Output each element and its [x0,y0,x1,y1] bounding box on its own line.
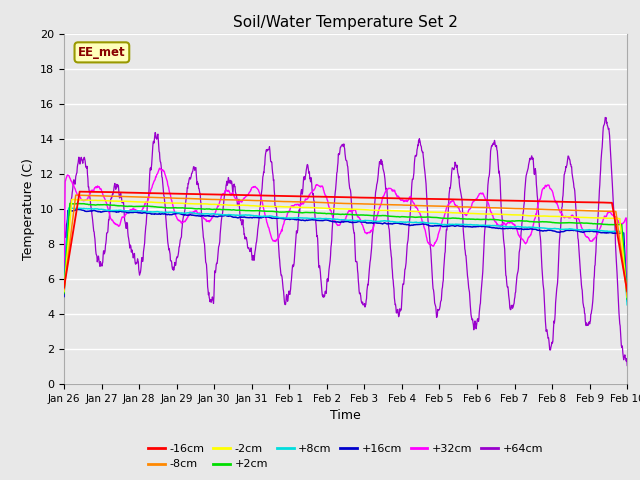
+32cm [60,280,68,286]
+64cm [556,227,564,232]
+16cm [186,212,193,218]
-8cm [557,207,564,213]
-8cm [172,195,180,201]
Line: +32cm: +32cm [64,168,627,283]
+32cm [557,210,564,216]
+32cm [249,184,257,190]
-16cm [507,198,515,204]
+16cm [507,225,515,231]
-2cm [68,197,76,203]
+32cm [156,165,163,171]
+8cm [60,289,68,295]
-8cm [249,198,257,204]
-16cm [60,285,68,290]
+2cm [186,205,193,211]
-16cm [76,189,83,194]
-16cm [433,196,441,202]
+2cm [507,218,515,224]
+64cm [507,307,515,312]
-8cm [72,192,79,198]
+2cm [249,208,257,214]
+32cm [623,271,631,277]
+64cm [433,314,441,320]
+64cm [172,263,179,268]
-2cm [60,288,68,294]
+2cm [66,201,74,206]
+2cm [623,296,631,302]
-8cm [433,203,441,209]
+16cm [249,215,257,220]
+16cm [74,206,81,212]
+8cm [507,224,515,230]
+32cm [172,213,180,219]
-8cm [623,292,631,298]
+8cm [623,302,631,308]
+8cm [186,210,193,216]
+16cm [60,294,68,300]
-16cm [172,191,180,196]
-2cm [186,201,193,206]
Line: +8cm: +8cm [64,208,627,305]
+2cm [60,290,68,296]
-2cm [557,214,564,219]
+2cm [557,220,564,226]
Line: +16cm: +16cm [64,209,627,300]
+16cm [623,298,631,303]
+8cm [65,205,72,211]
-16cm [557,199,564,204]
Y-axis label: Temperature (C): Temperature (C) [22,158,35,260]
-2cm [507,212,515,217]
-8cm [60,287,68,292]
X-axis label: Time: Time [330,409,361,422]
+8cm [433,221,441,227]
Legend: -16cm, -8cm, -2cm, +2cm, +8cm, +16cm, +32cm, +64cm: -16cm, -8cm, -2cm, +2cm, +8cm, +16cm, +3… [148,444,543,469]
Line: +2cm: +2cm [64,204,627,299]
-16cm [186,191,193,197]
-2cm [433,209,441,215]
Line: -16cm: -16cm [64,192,627,291]
+32cm [433,235,441,241]
+16cm [557,229,564,235]
Line: -2cm: -2cm [64,200,627,297]
+64cm [60,282,68,288]
+8cm [172,209,180,215]
Title: Soil/Water Temperature Set 2: Soil/Water Temperature Set 2 [233,15,458,30]
+16cm [433,223,441,228]
+16cm [172,211,180,216]
-8cm [186,196,193,202]
-2cm [623,294,631,300]
-2cm [172,200,180,206]
+8cm [557,227,564,232]
Line: -8cm: -8cm [64,195,627,295]
+32cm [507,220,515,226]
+2cm [172,205,180,211]
-16cm [249,192,257,198]
+2cm [433,215,441,220]
+64cm [186,176,193,182]
+64cm [248,257,256,263]
Line: +64cm: +64cm [64,118,627,366]
-8cm [507,205,515,211]
+64cm [602,115,609,120]
+8cm [249,213,257,218]
Text: EE_met: EE_met [78,46,125,59]
+64cm [623,363,631,369]
-16cm [623,288,631,294]
-2cm [249,203,257,209]
+32cm [186,210,193,216]
